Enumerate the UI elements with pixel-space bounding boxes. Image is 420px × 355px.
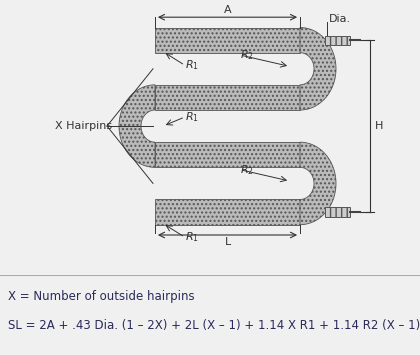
Text: Dia.: Dia. [329, 15, 351, 24]
Polygon shape [119, 85, 155, 167]
Bar [155, 200, 300, 225]
Text: $R_2$: $R_2$ [240, 163, 254, 176]
Polygon shape [300, 142, 336, 225]
Bar [155, 85, 300, 110]
Bar [325, 207, 350, 217]
Bar [155, 142, 300, 167]
Text: $R_2$: $R_2$ [240, 48, 254, 62]
Bar [325, 36, 350, 45]
Text: H: H [375, 121, 383, 131]
Text: A: A [224, 5, 231, 15]
Text: X Hairpins: X Hairpins [55, 121, 112, 131]
Text: L: L [224, 237, 231, 247]
Text: $R_1$: $R_1$ [185, 59, 199, 72]
Text: $R_1$: $R_1$ [185, 230, 199, 244]
Text: SL = 2A + .43 Dia. (1 – 2X) + 2L (X – 1) + 1.14 X R1 + 1.14 R2 (X – 1): SL = 2A + .43 Dia. (1 – 2X) + 2L (X – 1)… [8, 319, 420, 332]
Bar [155, 28, 300, 53]
Polygon shape [300, 28, 336, 110]
Text: $R_1$: $R_1$ [185, 110, 199, 124]
Text: X = Number of outside hairpins: X = Number of outside hairpins [8, 290, 194, 302]
